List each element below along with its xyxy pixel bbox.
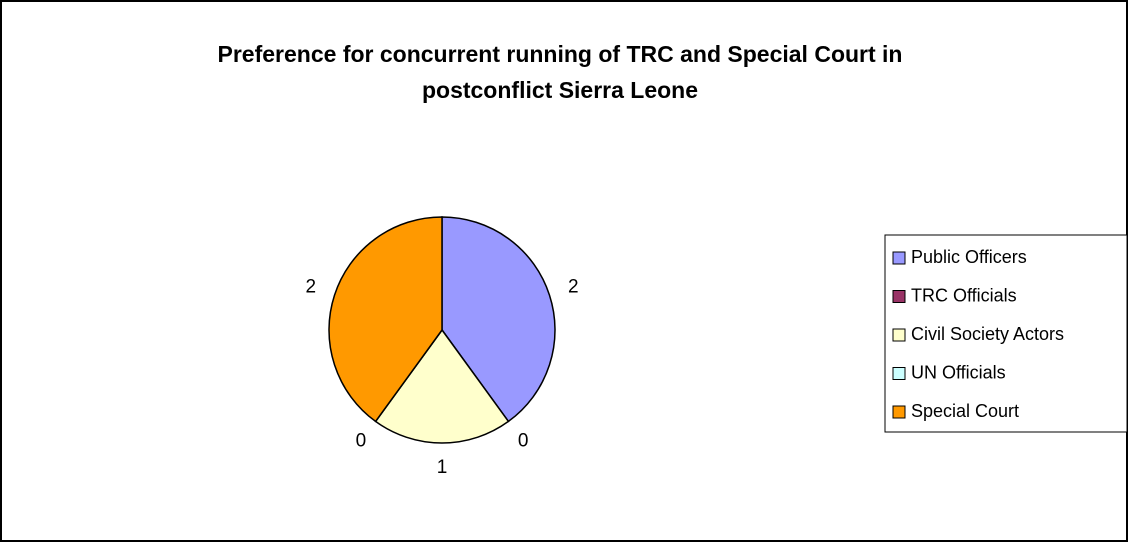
legend-swatch <box>892 405 906 419</box>
pie-slice <box>441 216 556 423</box>
data-label: 1 <box>437 457 448 478</box>
legend-swatch <box>892 251 906 265</box>
chart-title: Preference for concurrent running of TRC… <box>218 41 903 67</box>
legend-swatch <box>892 290 906 303</box>
legend-label: UN Officials <box>911 362 1006 382</box>
legend-box <box>884 234 1128 433</box>
legend-label: Civil Society Actors <box>911 324 1064 344</box>
data-label: 2 <box>568 276 579 297</box>
pie-slice <box>328 216 443 423</box>
data-label: 2 <box>305 276 316 297</box>
legend-label: Special Court <box>911 401 1019 421</box>
pie-slice <box>374 328 510 444</box>
legend-swatch <box>892 367 906 380</box>
data-label: 0 <box>518 431 529 452</box>
legend-label: Public Officers <box>911 247 1027 267</box>
data-label: 0 <box>356 431 367 452</box>
chart-title: postconflict Sierra Leone <box>422 77 698 103</box>
legend-swatch <box>892 328 906 342</box>
legend-label: TRC Officials <box>911 285 1017 305</box>
